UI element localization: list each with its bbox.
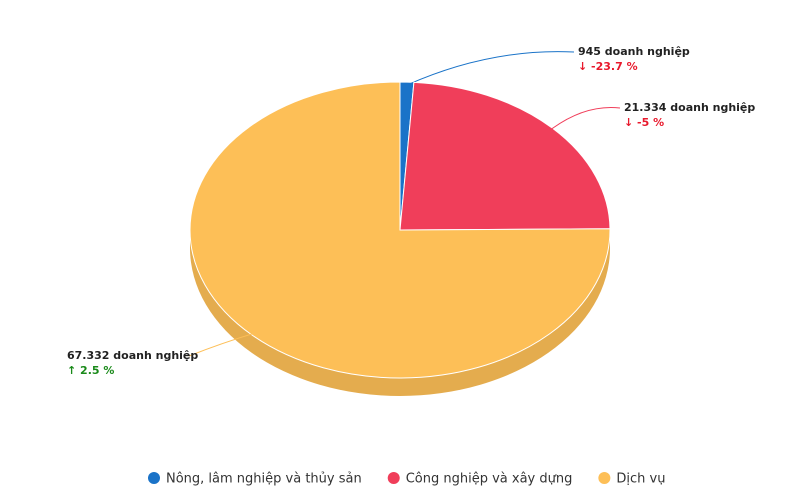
- data-label: 945 doanh nghiệp: [578, 45, 690, 58]
- data-label: 67.332 doanh nghiệp: [67, 349, 198, 362]
- change-label: ↓ -5 %: [624, 116, 664, 129]
- pie-slice: [189, 81, 611, 379]
- change-label: ↑ 2.5 %: [67, 364, 114, 377]
- leader-line: [188, 332, 256, 357]
- legend-marker: [387, 472, 400, 484]
- pie-slice: [399, 81, 611, 231]
- leader-line: [549, 106, 621, 131]
- legend-marker: [148, 472, 160, 484]
- change-label: ↓ -23.7 %: [578, 60, 638, 73]
- legend-label: Dịch vụ: [616, 472, 665, 487]
- legend-label: Công nghiệp và xây dựng: [406, 472, 573, 487]
- legend: Nông, lâm nghiệp và thủy sản Công nghiệp …: [148, 472, 665, 487]
- leader-line: [406, 51, 575, 86]
- data-label: 21.334 doanh nghiệp: [624, 101, 755, 114]
- legend-marker: [598, 472, 611, 484]
- legend-label: Nông, lâm nghiệp và thủy sản: [166, 472, 362, 487]
